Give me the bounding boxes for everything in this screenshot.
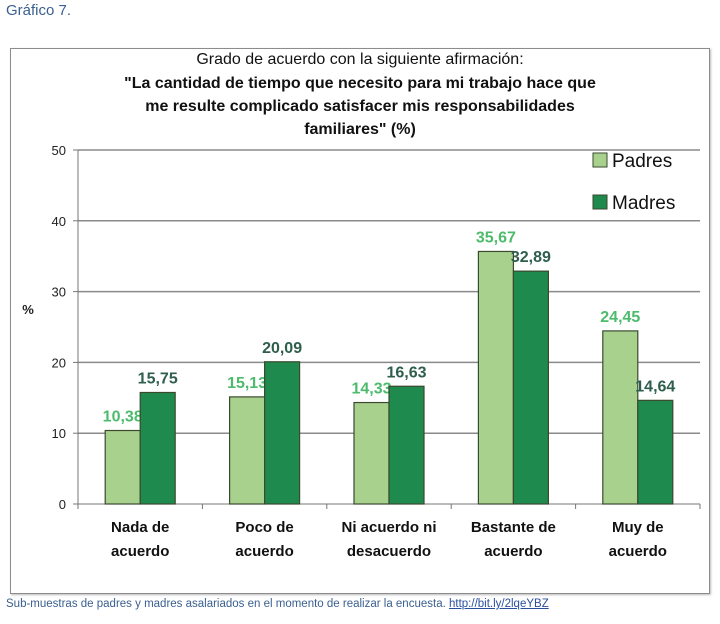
x-tick-label: acuerdo	[111, 543, 169, 560]
x-tick-label: acuerdo	[609, 543, 667, 560]
y-tick-label: 10	[52, 426, 66, 441]
bar-padres	[353, 401, 390, 505]
legend-swatch-padres	[592, 152, 608, 168]
bar-madres	[388, 385, 425, 505]
source-link[interactable]: http://bit.ly/2lqeYBZ	[449, 598, 549, 610]
data-label-madres: 15,75	[138, 370, 178, 387]
x-tick-label: Nada de	[111, 519, 169, 536]
y-tick-label: 20	[52, 355, 66, 370]
x-tick-label: Poco de	[235, 519, 293, 536]
y-axis-label: %	[22, 302, 34, 317]
y-tick-label: 50	[52, 143, 66, 158]
bar-padres	[104, 429, 141, 505]
bar-padres	[602, 330, 639, 505]
legend-label-padres: Padres	[612, 151, 672, 172]
data-label-madres: 16,63	[386, 364, 426, 381]
legend-label-madres: Madres	[612, 193, 675, 214]
y-tick-label: 40	[52, 214, 66, 229]
bar-madres	[264, 361, 301, 505]
chart-title-line: familiares" (%)	[304, 121, 416, 138]
bar-madres	[637, 399, 674, 505]
data-label-madres: 32,89	[511, 249, 551, 266]
x-tick-label: Muy de	[612, 519, 664, 536]
chart-frame	[10, 48, 710, 594]
data-label-padres: 14,33	[351, 381, 391, 398]
data-label-padres: 35,67	[476, 229, 516, 246]
data-label-madres: 14,64	[635, 378, 675, 395]
figure-caption: Gráfico 7.	[6, 2, 72, 19]
source-text: Sub-muestras de padres y madres asalaria…	[6, 598, 446, 610]
y-tick-label: 0	[59, 497, 66, 512]
chart-title-line: "La cantidad de tiempo que necesito para…	[124, 75, 596, 92]
x-tick-label: Bastante de	[471, 519, 556, 536]
bar-padres	[477, 250, 514, 505]
x-tick-label: acuerdo	[484, 543, 542, 560]
chart-title-line: Grado de acuerdo con la siguiente afirma…	[196, 51, 523, 68]
legend-swatch-madres	[592, 194, 608, 210]
source-note: Sub-muestras de padres y madres asalaria…	[6, 598, 549, 610]
x-tick-label: desacuerdo	[347, 543, 431, 560]
chart-title-line: me resulte complicado satisfacer mis res…	[145, 98, 575, 115]
data-label-madres: 20,09	[262, 340, 302, 357]
data-label-padres: 24,45	[600, 309, 640, 326]
x-tick-label: Ni acuerdo ni	[341, 519, 436, 536]
y-tick-label: 30	[52, 285, 66, 300]
data-label-padres: 10,38	[103, 409, 143, 426]
data-label-padres: 15,13	[227, 375, 267, 392]
bar-madres	[139, 391, 176, 505]
bar-madres	[512, 270, 550, 505]
x-tick-label: acuerdo	[235, 543, 293, 560]
bar-padres	[229, 396, 266, 505]
